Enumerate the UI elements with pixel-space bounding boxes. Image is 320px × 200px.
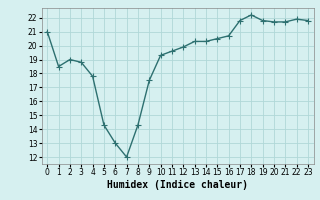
X-axis label: Humidex (Indice chaleur): Humidex (Indice chaleur) — [107, 180, 248, 190]
